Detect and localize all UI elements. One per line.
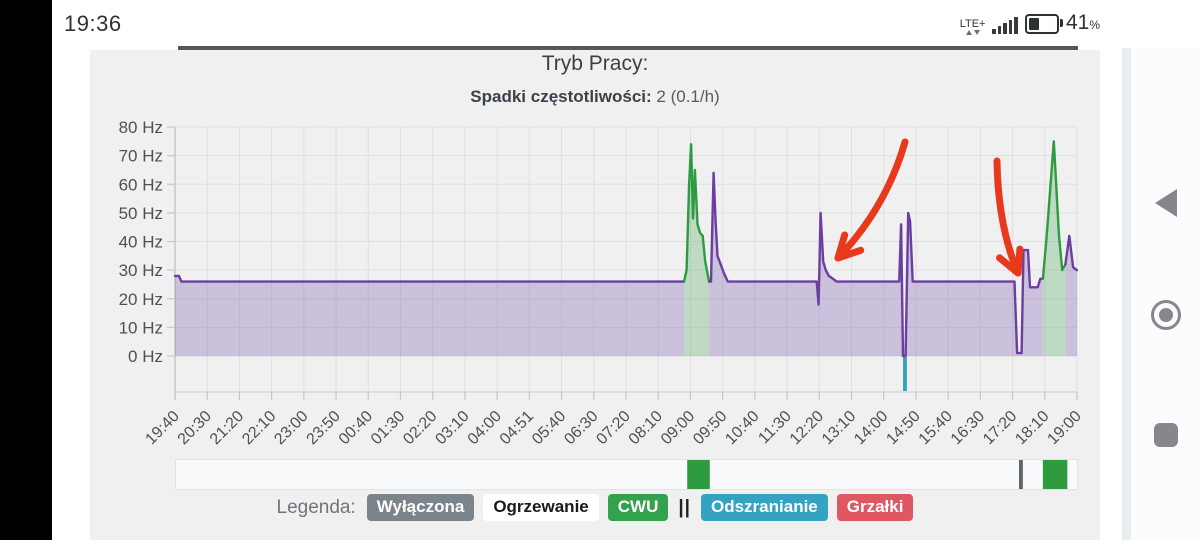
android-nav-bar bbox=[1131, 48, 1200, 540]
legend-separator: || bbox=[678, 496, 691, 518]
chart-subtitle: Spadki częstotliwości: 2 (0.1/h) bbox=[90, 87, 1100, 107]
battery-percent: 41% bbox=[1065, 11, 1100, 34]
back-button[interactable] bbox=[1131, 173, 1200, 233]
chart-title: Tryb Pracy: bbox=[541, 52, 649, 75]
battery-icon bbox=[1024, 14, 1063, 34]
home-button[interactable] bbox=[1131, 285, 1200, 345]
back-icon bbox=[1154, 189, 1177, 217]
network-indicator: LTE+ bbox=[959, 18, 986, 35]
scrollbar[interactable] bbox=[1122, 48, 1131, 540]
legend-label: Legenda: bbox=[276, 496, 356, 518]
legend-badge-grzalki: Grzałki bbox=[836, 494, 914, 521]
legend-items: Wyłączona Ogrzewanie CWU || Odszranianie Grza… bbox=[366, 494, 914, 521]
home-icon bbox=[1150, 300, 1181, 330]
legend-badge-odszranianie: Odszranianie bbox=[701, 494, 828, 521]
chart-panel bbox=[90, 50, 1100, 540]
subtitle-label: Spadki częstotliwości: bbox=[470, 87, 652, 106]
camera-notch-strip bbox=[0, 0, 52, 540]
page-header-remnant bbox=[178, 46, 1078, 50]
status-icons: LTE+ 41% bbox=[960, 12, 1100, 36]
status-bar: 19:36 LTE+ 41% bbox=[52, 0, 1200, 48]
legend-badge-cwu: CWU bbox=[607, 494, 669, 521]
signal-strength-icon bbox=[992, 17, 1018, 34]
battery-fill bbox=[1028, 18, 1039, 30]
legend-badge-wylaczona: Wyłączona bbox=[366, 494, 475, 521]
clock: 19:36 bbox=[64, 11, 122, 36]
legend: Legenda: Wyłączona Ogrzewanie CWU || Odszran… bbox=[90, 494, 1100, 521]
legend-badge-ogrzewanie: Ogrzewanie bbox=[483, 494, 599, 521]
data-activity-icon bbox=[965, 30, 980, 35]
network-type-label: LTE+ bbox=[959, 18, 986, 30]
recents-button[interactable] bbox=[1131, 405, 1200, 465]
recents-icon bbox=[1153, 423, 1178, 447]
subtitle-value: 2 (0.1/h) bbox=[651, 87, 720, 106]
